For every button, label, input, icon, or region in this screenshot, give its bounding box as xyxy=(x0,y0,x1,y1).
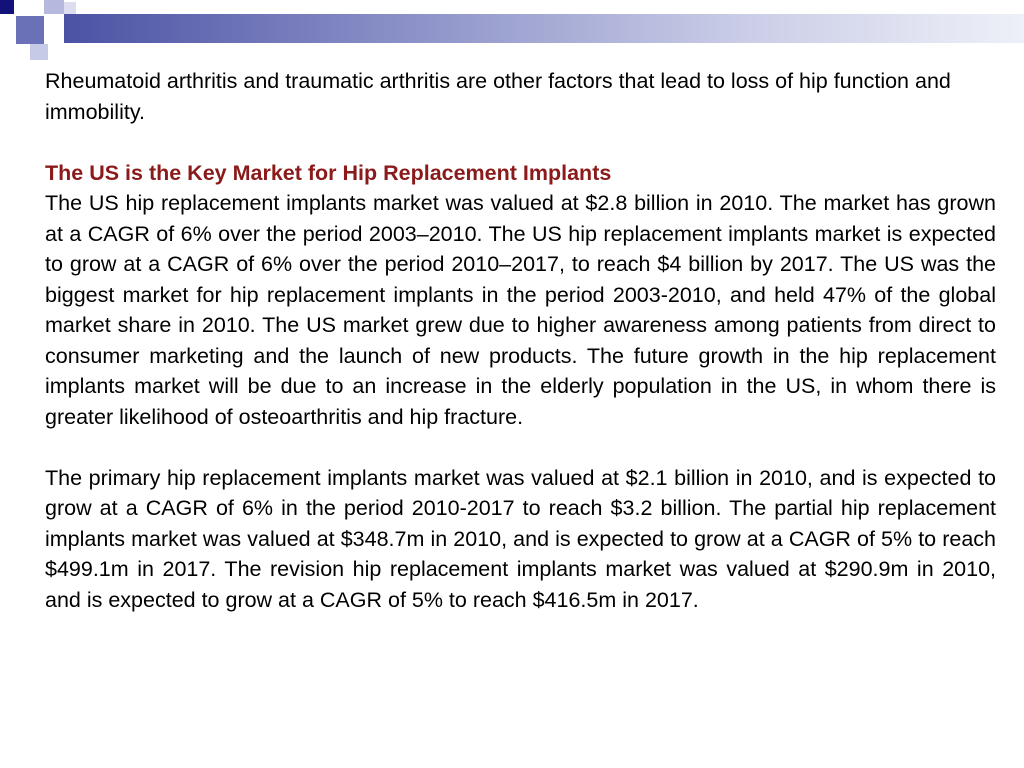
market-paragraph-1: The US hip replacement implants market w… xyxy=(45,191,996,429)
section-heading: The US is the Key Market for Hip Replace… xyxy=(45,160,612,185)
market-paragraph-2: The primary hip replacement implants mar… xyxy=(45,465,996,612)
decorative-square-medium xyxy=(16,16,44,44)
decorative-square-light xyxy=(44,0,64,14)
paragraph-spacer xyxy=(45,127,996,158)
slide-body: Rheumatoid arthritis and traumatic arthr… xyxy=(45,66,996,615)
decorative-square-light-lower xyxy=(30,44,48,60)
paragraph-spacer xyxy=(45,432,996,463)
decorative-square-faint xyxy=(64,2,76,14)
header-gradient-bar xyxy=(64,14,1024,43)
intro-text: Rheumatoid arthritis and traumatic arthr… xyxy=(45,69,951,124)
decorative-square-dark xyxy=(0,0,14,14)
